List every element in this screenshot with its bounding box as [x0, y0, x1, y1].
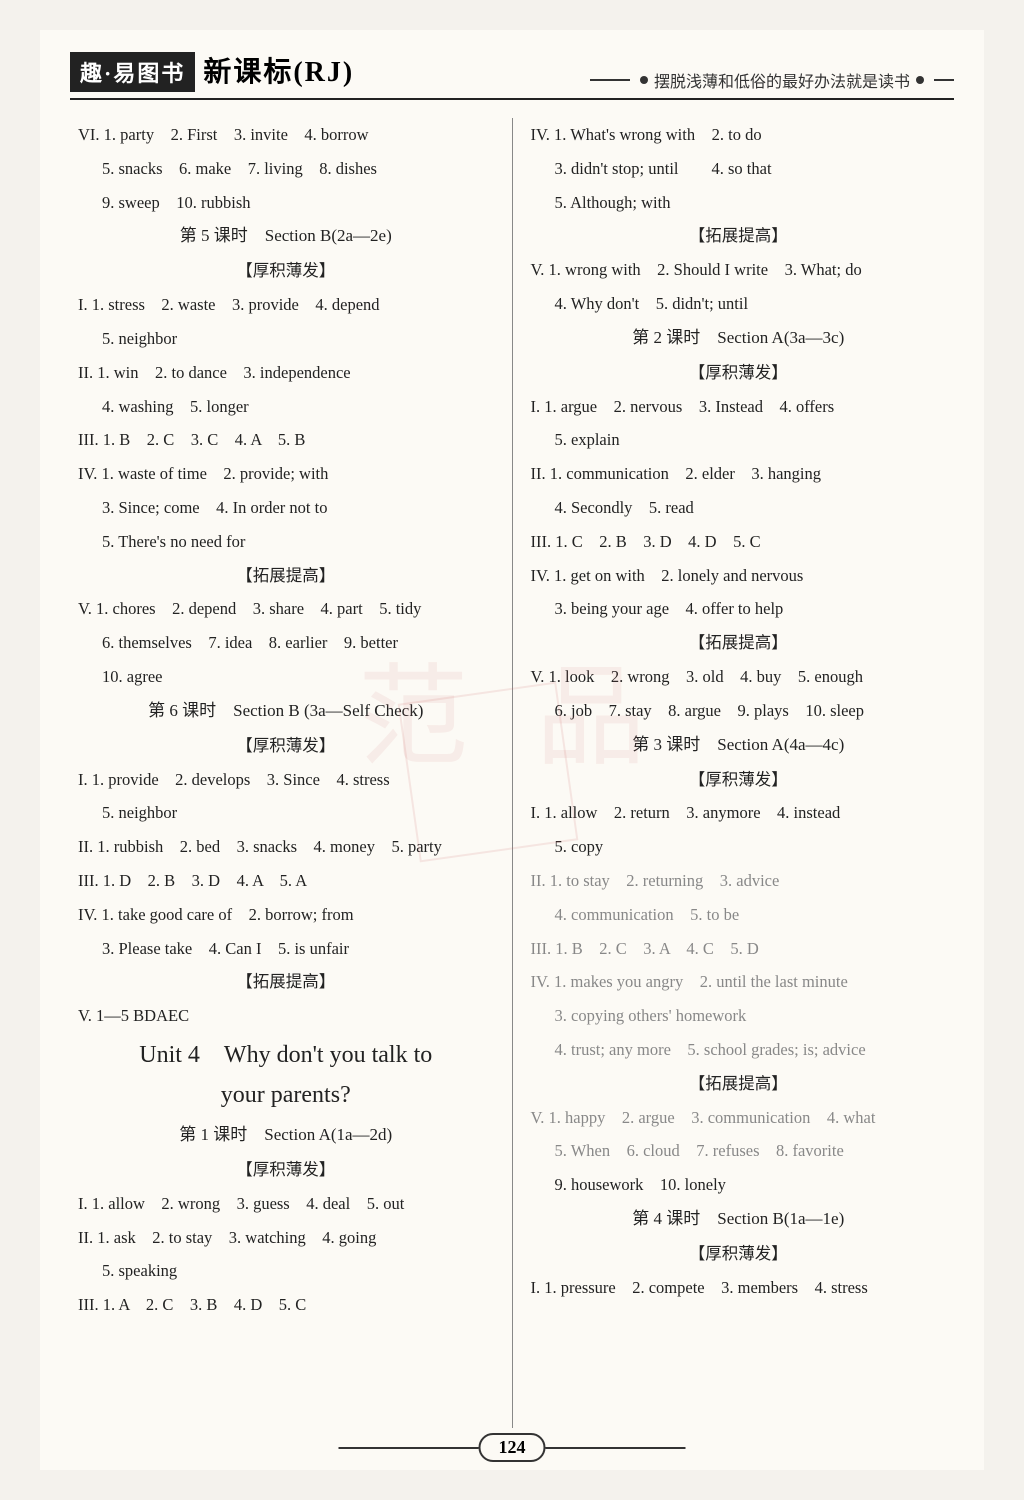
- brand-title: 新课标(RJ): [203, 50, 354, 90]
- answer-line: 4. washing 5. longer: [78, 390, 494, 424]
- answer-line: 5. explain: [531, 423, 947, 457]
- page-number: 124: [479, 1433, 546, 1462]
- section-label: 【厚积薄发】: [78, 1153, 494, 1187]
- answer-line: IV. 1. makes you angry 2. until the last…: [531, 965, 947, 999]
- answer-line: 4. communication 5. to be: [531, 898, 947, 932]
- answer-line: 9. housework 10. lonely: [531, 1168, 947, 1202]
- dash-icon: [934, 79, 954, 81]
- answer-line: 5. When 6. cloud 7. refuses 8. favorite: [531, 1134, 947, 1168]
- answer-line: III. 1. A 2. C 3. B 4. D 5. C: [78, 1288, 494, 1322]
- lesson-title: 第 4 课时 Section B(1a—1e): [531, 1202, 947, 1237]
- answer-line: IV. 1. get on with 2. lonely and nervous: [531, 559, 947, 593]
- answer-line: 5. Although; with: [531, 186, 947, 220]
- lesson-title: 第 1 课时 Section A(1a—2d): [78, 1118, 494, 1153]
- section-label: 【厚积薄发】: [531, 1237, 947, 1271]
- section-label: 【拓展提高】: [78, 559, 494, 593]
- answer-line: II. 1. communication 2. elder 3. hanging: [531, 457, 947, 491]
- answer-line: V. 1. look 2. wrong 3. old 4. buy 5. eno…: [531, 660, 947, 694]
- brand-badge: 趣·易图书: [70, 52, 195, 92]
- right-column: IV. 1. What's wrong with 2. to do 3. did…: [513, 118, 955, 1428]
- answer-line: 10. agree: [78, 660, 494, 694]
- answer-line: 5. There's no need for: [78, 525, 494, 559]
- answer-line: 9. sweep 10. rubbish: [78, 186, 494, 220]
- answer-line: 5. snacks 6. make 7. living 8. dishes: [78, 152, 494, 186]
- dot-icon: [916, 76, 924, 84]
- answer-line: I. 1. stress 2. waste 3. provide 4. depe…: [78, 288, 494, 322]
- lesson-title: 第 5 课时 Section B(2a—2e): [78, 219, 494, 254]
- lesson-title: 第 2 课时 Section A(3a—3c): [531, 321, 947, 356]
- answer-line: I. 1. provide 2. develops 3. Since 4. st…: [78, 763, 494, 797]
- answer-line: 3. copying others' homework: [531, 999, 947, 1033]
- answer-line: V. 1—5 BDAEC: [78, 999, 494, 1033]
- answer-line: III. 1. B 2. C 3. C 4. A 5. B: [78, 423, 494, 457]
- section-label: 【拓展提高】: [531, 219, 947, 253]
- answer-line: 5. copy: [531, 830, 947, 864]
- answer-line: II. 1. ask 2. to stay 3. watching 4. goi…: [78, 1221, 494, 1255]
- section-label: 【拓展提高】: [531, 1067, 947, 1101]
- page: 范 品 趣·易图书 新课标(RJ) 摆脱浅薄和低俗的最好办法就是读书 VI. 1…: [40, 30, 984, 1470]
- line-icon: [546, 1447, 686, 1449]
- left-column: VI. 1. party 2. First 3. invite 4. borro…: [70, 118, 513, 1428]
- answer-line: 5. speaking: [78, 1254, 494, 1288]
- answer-line: I. 1. argue 2. nervous 3. Instead 4. off…: [531, 390, 947, 424]
- answer-line: I. 1. pressure 2. compete 3. members 4. …: [531, 1271, 947, 1305]
- content-columns: VI. 1. party 2. First 3. invite 4. borro…: [70, 118, 954, 1428]
- answer-line: I. 1. allow 2. return 3. anymore 4. inst…: [531, 796, 947, 830]
- section-label: 【厚积薄发】: [531, 763, 947, 797]
- answer-line: 3. Please take 4. Can I 5. is unfair: [78, 932, 494, 966]
- answer-line: 4. Why don't 5. didn't; until: [531, 287, 947, 321]
- answer-line: IV. 1. waste of time 2. provide; with: [78, 457, 494, 491]
- page-number-wrap: 124: [339, 1433, 686, 1462]
- answer-line: 5. neighbor: [78, 322, 494, 356]
- answer-line: IV. 1. take good care of 2. borrow; from: [78, 898, 494, 932]
- answer-line: 4. trust; any more 5. school grades; is;…: [531, 1033, 947, 1067]
- lesson-title: 第 3 课时 Section A(4a—4c): [531, 728, 947, 763]
- dash-icon: [590, 79, 630, 81]
- motto-text: 摆脱浅薄和低俗的最好办法就是读书: [654, 68, 910, 92]
- answer-line: II. 1. rubbish 2. bed 3. snacks 4. money…: [78, 830, 494, 864]
- answer-line: V. 1. chores 2. depend 3. share 4. part …: [78, 592, 494, 626]
- section-label: 【拓展提高】: [78, 965, 494, 999]
- answer-line: 6. job 7. stay 8. argue 9. plays 10. sle…: [531, 694, 947, 728]
- answer-line: 5. neighbor: [78, 796, 494, 830]
- header-motto: 摆脱浅薄和低俗的最好办法就是读书: [590, 68, 954, 92]
- answer-line: I. 1. allow 2. wrong 3. guess 4. deal 5.…: [78, 1187, 494, 1221]
- answer-line: 3. Since; come 4. In order not to: [78, 491, 494, 525]
- answer-line: VI. 1. party 2. First 3. invite 4. borro…: [78, 118, 494, 152]
- answer-line: V. 1. wrong with 2. Should I write 3. Wh…: [531, 253, 947, 287]
- dot-icon: [640, 76, 648, 84]
- answer-line: III. 1. C 2. B 3. D 4. D 5. C: [531, 525, 947, 559]
- answer-line: V. 1. happy 2. argue 3. communication 4.…: [531, 1101, 947, 1135]
- answer-line: 6. themselves 7. idea 8. earlier 9. bett…: [78, 626, 494, 660]
- answer-line: III. 1. B 2. C 3. A 4. C 5. D: [531, 932, 947, 966]
- unit-title: Unit 4 Why don't you talk to: [78, 1039, 494, 1073]
- answer-line: II. 1. win 2. to dance 3. independence: [78, 356, 494, 390]
- line-icon: [339, 1447, 479, 1449]
- section-label: 【拓展提高】: [531, 626, 947, 660]
- section-label: 【厚积薄发】: [78, 729, 494, 763]
- answer-line: IV. 1. What's wrong with 2. to do: [531, 118, 947, 152]
- page-header: 趣·易图书 新课标(RJ) 摆脱浅薄和低俗的最好办法就是读书: [70, 50, 954, 100]
- section-label: 【厚积薄发】: [78, 254, 494, 288]
- answer-line: 4. Secondly 5. read: [531, 491, 947, 525]
- section-label: 【厚积薄发】: [531, 356, 947, 390]
- lesson-title: 第 6 课时 Section B (3a—Self Check): [78, 694, 494, 729]
- answer-line: III. 1. D 2. B 3. D 4. A 5. A: [78, 864, 494, 898]
- answer-line: 3. being your age 4. offer to help: [531, 592, 947, 626]
- answer-line: II. 1. to stay 2. returning 3. advice: [531, 864, 947, 898]
- answer-line: 3. didn't stop; until 4. so that: [531, 152, 947, 186]
- unit-title: your parents?: [78, 1079, 494, 1113]
